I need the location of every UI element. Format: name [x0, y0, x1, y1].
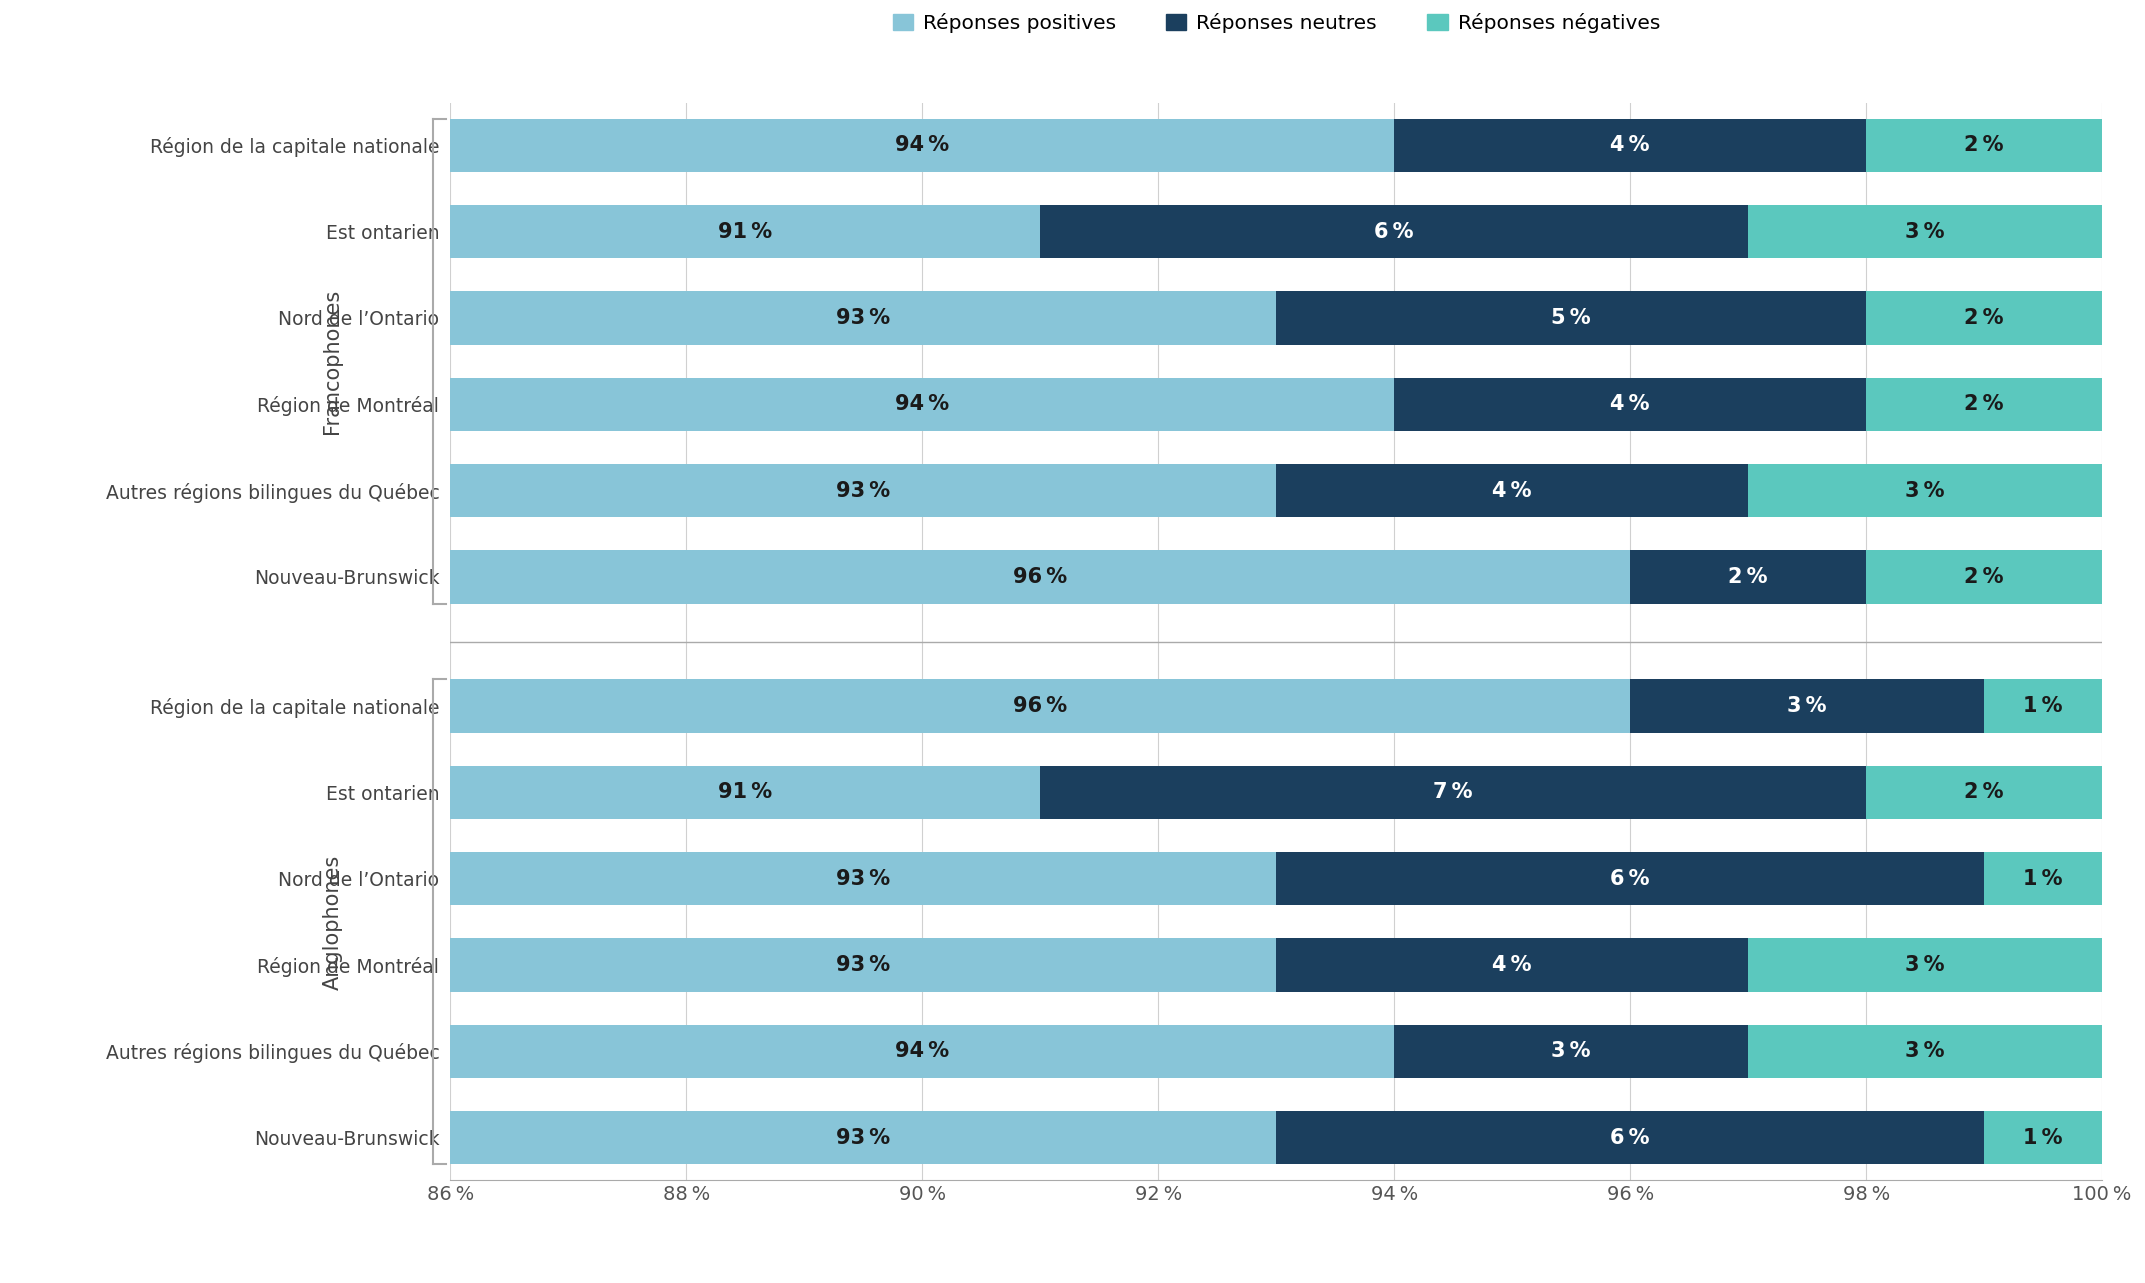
Bar [1866, 119, 2102, 172]
Text: 3 %: 3 % [1905, 955, 1946, 975]
Bar [1866, 291, 2102, 345]
Text: 94 %: 94 % [894, 1042, 950, 1061]
Text: 91 %: 91 % [719, 222, 772, 241]
Bar [450, 291, 1276, 345]
Text: 3 %: 3 % [1551, 1042, 1592, 1061]
Bar [450, 1025, 1394, 1078]
Text: 6 %: 6 % [1375, 222, 1414, 241]
Bar [1394, 119, 1866, 172]
Bar [1630, 550, 1866, 603]
Text: 1 %: 1 % [2023, 869, 2063, 889]
Bar [450, 1111, 1276, 1164]
Bar [1040, 766, 1866, 820]
Bar [1866, 377, 2102, 431]
Bar [450, 119, 1394, 172]
Text: 3 %: 3 % [1905, 1042, 1946, 1061]
Text: 94 %: 94 % [894, 136, 950, 155]
Text: 93 %: 93 % [837, 481, 890, 500]
Bar [1276, 291, 1866, 345]
Text: 2 %: 2 % [1965, 136, 2003, 155]
Text: 1 %: 1 % [2023, 1128, 2063, 1147]
Text: 5 %: 5 % [1551, 308, 1592, 328]
Text: 2 %: 2 % [1729, 567, 1767, 586]
Text: 4 %: 4 % [1493, 955, 1532, 975]
Bar [450, 938, 1276, 992]
Text: 4 %: 4 % [1493, 481, 1532, 500]
Bar [450, 205, 1040, 258]
Bar [1748, 463, 2102, 517]
Text: Francophones: Francophones [322, 289, 343, 434]
Text: 93 %: 93 % [837, 1128, 890, 1147]
Text: 7 %: 7 % [1433, 783, 1474, 802]
Text: 93 %: 93 % [837, 869, 890, 889]
Bar [1394, 377, 1866, 431]
Bar [450, 550, 1630, 603]
Bar [450, 377, 1394, 431]
Bar [450, 852, 1276, 906]
Text: 6 %: 6 % [1611, 1128, 1650, 1147]
Bar [1984, 852, 2102, 906]
Bar [1866, 766, 2102, 820]
Bar [450, 463, 1276, 517]
Text: 2 %: 2 % [1965, 783, 2003, 802]
Bar [1748, 938, 2102, 992]
Bar [1748, 1025, 2102, 1078]
Text: 6 %: 6 % [1611, 869, 1650, 889]
Text: 93 %: 93 % [837, 308, 890, 328]
Bar [1276, 938, 1748, 992]
Bar [1866, 550, 2102, 603]
Bar [1276, 1111, 1984, 1164]
Text: 2 %: 2 % [1965, 308, 2003, 328]
Bar [1748, 205, 2102, 258]
Text: Anglophones: Anglophones [322, 854, 343, 989]
Bar [1040, 205, 1748, 258]
Text: 1 %: 1 % [2023, 697, 2063, 716]
Text: 96 %: 96 % [1012, 697, 1068, 716]
Text: 96 %: 96 % [1012, 567, 1068, 586]
Text: 94 %: 94 % [894, 394, 950, 414]
Bar [1630, 680, 1984, 733]
Text: 3 %: 3 % [1905, 222, 1946, 241]
Bar [450, 766, 1040, 820]
Bar [1984, 680, 2102, 733]
Text: 2 %: 2 % [1965, 567, 2003, 586]
Text: 93 %: 93 % [837, 955, 890, 975]
Text: 4 %: 4 % [1611, 394, 1650, 414]
Text: 2 %: 2 % [1965, 394, 2003, 414]
Bar [1394, 1025, 1748, 1078]
Text: 3 %: 3 % [1905, 481, 1946, 500]
Text: 4 %: 4 % [1611, 136, 1650, 155]
Text: 3 %: 3 % [1787, 697, 1828, 716]
Legend: Réponses positives, Réponses neutres, Réponses négatives: Réponses positives, Réponses neutres, Ré… [884, 5, 1669, 41]
Bar [450, 680, 1630, 733]
Bar [1984, 1111, 2102, 1164]
Bar [1276, 463, 1748, 517]
Bar [1276, 852, 1984, 906]
Text: 91 %: 91 % [719, 783, 772, 802]
